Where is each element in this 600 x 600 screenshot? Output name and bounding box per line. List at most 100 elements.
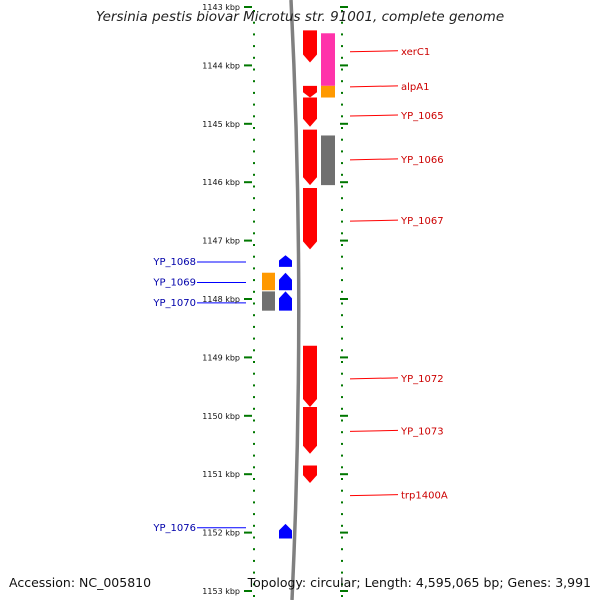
right-ruler-dot [341,407,343,410]
right-ruler-dot [341,454,343,457]
right-ruler-dot [341,80,343,83]
reverse-gene-label: YP_1069 [152,277,196,288]
left-ruler-dot [253,302,255,305]
right-ruler-dot [341,548,343,551]
axis-tick-left [244,298,252,300]
right-ruler-dot [341,524,343,527]
left-ruler-dot [253,103,255,106]
left-ruler-dot [253,208,255,211]
axis-tick-right [340,298,348,300]
left-ruler-dot [253,91,255,94]
forward-gene-arrow [303,465,317,483]
forward-gene-arrow [303,407,317,454]
forward-label-connector [349,114,399,117]
forward-gene-arrow [303,97,317,127]
right-ruler-dot [341,208,343,211]
forward-gene-label: YP_1072 [400,374,444,385]
forward-gene-label: YP_1073 [400,426,444,437]
left-ruler-dot [253,173,255,176]
dotted-tick-rulers [253,10,343,597]
left-ruler-dot [253,349,255,352]
right-ruler-dot [341,431,343,434]
forward-cds-block [321,85,335,98]
left-ruler-dot [253,442,255,445]
right-ruler-dot [341,150,343,153]
gene-features [262,30,335,539]
left-ruler-dot [253,407,255,410]
right-ruler-dot [341,325,343,328]
right-ruler-dot [341,314,343,317]
left-ruler-dot [253,33,255,36]
left-ruler-dot [253,56,255,59]
right-ruler-dot [341,68,343,71]
right-ruler-dot [341,127,343,129]
forward-cds-block [321,33,335,86]
axis-tick-label: 1143 kbp [202,3,240,12]
axis-tick-label: 1144 kbp [202,61,240,70]
left-ruler-dot [253,162,255,165]
right-ruler-dot [341,361,343,363]
forward-label-connector [349,377,399,380]
left-ruler-dot [253,232,255,235]
left-ruler-dot [253,197,255,200]
genome-title: Yersinia pestis biovar Microtus str. 910… [95,9,505,25]
forward-gene-arrow [303,129,317,186]
axis-tick-right [340,590,348,592]
left-ruler-dot [253,361,255,363]
right-ruler-dot [341,513,343,516]
axis-tick-right [340,356,348,359]
axis-tick-right [340,473,348,476]
axis-tick-label: 1150 kbp [202,412,240,421]
left-ruler-dot [253,396,255,399]
axis-tick-left [244,64,252,67]
right-ruler-dot [341,138,343,141]
axis-tick-left [244,181,252,184]
left-ruler-dot [253,489,255,492]
left-ruler-dot [253,45,255,48]
axis-tick-right [340,6,348,8]
axis-tick-label: 1145 kbp [202,120,240,129]
right-ruler-dot [341,571,343,574]
left-ruler-dot [253,571,255,574]
right-ruler-dot [341,583,343,586]
left-ruler-dot [253,290,255,293]
axis-tick-left [244,414,252,417]
reverse-cds-block [262,272,275,291]
left-ruler-dot [253,466,255,469]
reverse-cds-block [262,291,275,311]
right-ruler-dot [341,56,343,59]
axis-tick-label: 1153 kbp [202,587,240,596]
forward-label-connector [349,429,399,432]
axis-tick-left [244,590,252,592]
accession-text: Accession: NC_005810 [9,575,152,590]
left-ruler-dot [253,513,255,516]
left-ruler-dot [253,431,255,434]
right-ruler-dot [341,396,343,399]
axis-tick-right [340,239,348,242]
axis-tick-label: 1148 kbp [202,295,240,304]
left-ruler-dot [253,68,255,71]
axis-tick-left [244,6,252,8]
right-ruler-dot [341,197,343,200]
backbone-line [289,0,301,600]
right-ruler-dot [341,442,343,445]
right-ruler-dot [341,33,343,36]
right-ruler-dot [341,220,343,223]
right-ruler-dot [341,349,343,352]
forward-label-connector [349,219,399,222]
left-ruler-dot [253,21,255,24]
left-ruler-dot [253,314,255,317]
axis-tick-right [340,414,348,417]
reverse-gene-label: YP_1070 [152,298,196,309]
right-ruler-dot [341,91,343,94]
axis-tick-label: 1146 kbp [202,178,240,187]
genome-backbone [289,0,301,600]
right-ruler-dot [341,103,343,106]
left-ruler-dot [253,150,255,153]
axis-tick-right [340,531,348,534]
forward-gene-label: YP_1066 [400,155,444,166]
forward-gene-arrow [303,345,317,408]
right-ruler-dot [341,185,343,188]
left-ruler-dot [253,325,255,328]
